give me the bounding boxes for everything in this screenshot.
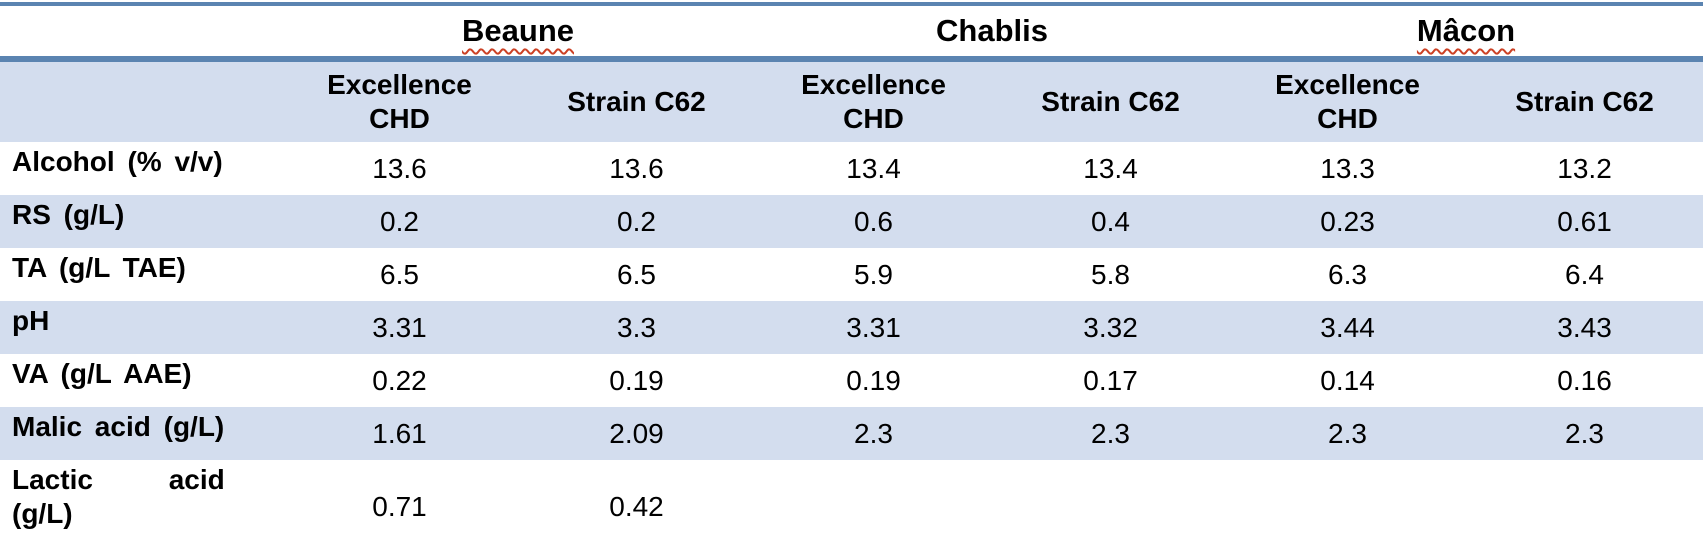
value-cell: 3.3 xyxy=(518,301,756,354)
value-cell: 13.4 xyxy=(755,142,993,195)
value-cell: 13.6 xyxy=(281,142,518,195)
region-header-spacer xyxy=(0,6,281,62)
value-cell: 0.2 xyxy=(281,195,518,248)
row-label-alcohol: Alcohol (% v/v) xyxy=(0,142,281,195)
value-cell: 1.61 xyxy=(281,407,518,460)
value-cell: 6.5 xyxy=(518,248,756,301)
value-cell: 0.17 xyxy=(992,354,1230,407)
value-cell: 5.9 xyxy=(755,248,993,301)
value-cell xyxy=(1229,460,1467,546)
value-cell: 3.43 xyxy=(1466,301,1703,354)
value-cell: 6.4 xyxy=(1466,248,1703,301)
value-cell: 0.71 xyxy=(281,460,518,546)
value-cell: 0.22 xyxy=(281,354,518,407)
value-cell: 3.44 xyxy=(1229,301,1467,354)
row-label-rs: RS (g/L) xyxy=(0,195,281,248)
value-cell: 0.6 xyxy=(755,195,993,248)
region-label-macon: Mâcon xyxy=(1416,13,1516,48)
value-cell: 0.4 xyxy=(992,195,1230,248)
table-row-rs: RS (g/L) 0.2 0.2 0.6 0.4 0.23 0.61 xyxy=(0,195,1703,248)
value-cell: 0.16 xyxy=(1466,354,1703,407)
region-header-row: Beaune Chablis Mâcon xyxy=(0,6,1703,62)
region-header-macon: Mâcon xyxy=(1229,6,1703,62)
table-row-ta: TA (g/L TAE) 6.5 6.5 5.9 5.8 6.3 6.4 xyxy=(0,248,1703,301)
table-row-lactic: Lactic acid (g/L) 0.71 0.42 xyxy=(0,460,1703,546)
table-row-va: VA (g/L AAE) 0.22 0.19 0.19 0.17 0.14 0.… xyxy=(0,354,1703,407)
value-cell: 5.8 xyxy=(992,248,1230,301)
value-cell: 6.5 xyxy=(281,248,518,301)
row-label-malic: Malic acid (g/L) xyxy=(0,407,281,460)
value-cell xyxy=(755,460,993,546)
strain-header-chablis-chd: Excellence CHD xyxy=(755,59,993,142)
value-cell: 13.3 xyxy=(1229,142,1467,195)
table-top-rule xyxy=(0,2,1703,6)
value-cell: 2.09 xyxy=(518,407,756,460)
strain-header-row: Excellence CHD Strain C62 Excellence CHD… xyxy=(0,59,1703,142)
region-header-beaune: Beaune xyxy=(281,6,756,62)
row-label-ph: pH xyxy=(0,301,281,354)
value-cell: 0.42 xyxy=(518,460,756,546)
strain-header-chablis-c62: Strain C62 xyxy=(992,59,1230,142)
value-cell: 0.19 xyxy=(755,354,993,407)
value-cell: 0.14 xyxy=(1229,354,1467,407)
strain-header-spacer xyxy=(0,59,281,142)
value-cell xyxy=(1466,460,1703,546)
row-label-ta: TA (g/L TAE) xyxy=(0,248,281,301)
value-cell: 13.4 xyxy=(992,142,1230,195)
value-cell: 2.3 xyxy=(1466,407,1703,460)
strain-header-macon-c62: Strain C62 xyxy=(1466,59,1703,142)
value-cell: 0.19 xyxy=(518,354,756,407)
table-row-ph: pH 3.31 3.3 3.31 3.32 3.44 3.43 xyxy=(0,301,1703,354)
value-cell: 6.3 xyxy=(1229,248,1467,301)
region-header-chablis: Chablis xyxy=(755,6,1230,62)
region-label-chablis: Chablis xyxy=(936,13,1048,48)
table-row-alcohol: Alcohol (% v/v) 13.6 13.6 13.4 13.4 13.3… xyxy=(0,142,1703,195)
value-cell: 2.3 xyxy=(1229,407,1467,460)
region-label-beaune: Beaune xyxy=(462,13,574,48)
value-cell: 0.61 xyxy=(1466,195,1703,248)
value-cell: 0.2 xyxy=(518,195,756,248)
row-label-va: VA (g/L AAE) xyxy=(0,354,281,407)
strain-header-beaune-c62: Strain C62 xyxy=(518,59,756,142)
strain-header-beaune-chd: Excellence CHD xyxy=(281,59,518,142)
value-cell xyxy=(992,460,1230,546)
value-cell: 13.2 xyxy=(1466,142,1703,195)
value-cell: 13.6 xyxy=(518,142,756,195)
strain-header-macon-chd: Excellence CHD xyxy=(1229,59,1467,142)
wine-analysis-table: Beaune Chablis Mâcon Excellence CHD Stra… xyxy=(0,6,1703,546)
table-row-malic: Malic acid (g/L) 1.61 2.09 2.3 2.3 2.3 2… xyxy=(0,407,1703,460)
value-cell: 3.32 xyxy=(992,301,1230,354)
value-cell: 2.3 xyxy=(755,407,993,460)
row-label-lactic: Lactic acid (g/L) xyxy=(0,460,281,546)
value-cell: 2.3 xyxy=(992,407,1230,460)
value-cell: 3.31 xyxy=(755,301,993,354)
value-cell: 3.31 xyxy=(281,301,518,354)
value-cell: 0.23 xyxy=(1229,195,1467,248)
